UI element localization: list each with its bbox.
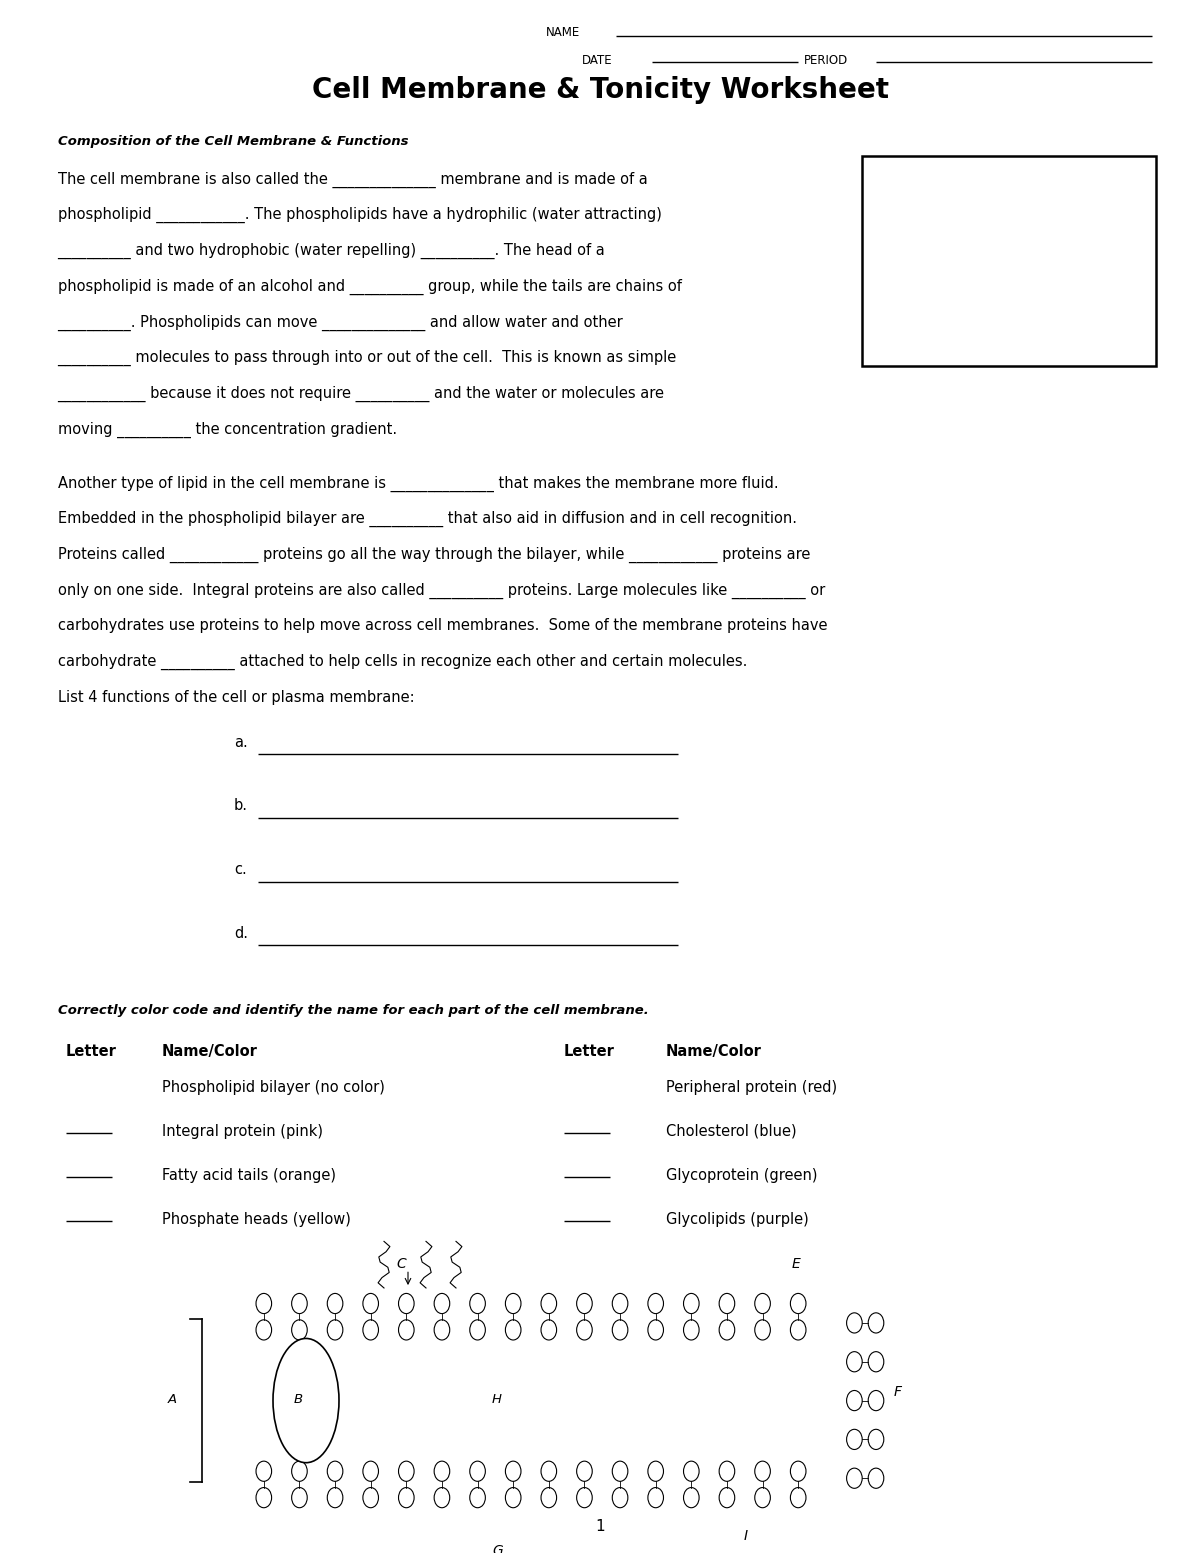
Text: I: I	[744, 1528, 748, 1542]
Text: __________ molecules to pass through into or out of the cell.  This is known as : __________ molecules to pass through int…	[58, 349, 677, 367]
Text: The cell membrane is also called the ______________ membrane and is made of a: The cell membrane is also called the ___…	[58, 171, 647, 188]
Text: Name/Color: Name/Color	[666, 1044, 762, 1059]
Text: __________ and two hydrophobic (water repelling) __________. The head of a: __________ and two hydrophobic (water re…	[58, 242, 605, 259]
Text: Embedded in the phospholipid bilayer are __________ that also aid in diffusion a: Embedded in the phospholipid bilayer are…	[58, 511, 797, 528]
Text: d.: d.	[234, 926, 248, 941]
Text: SKETCH AND LABEL a: SKETCH AND LABEL a	[942, 175, 1075, 185]
Text: H: H	[492, 1393, 502, 1405]
Text: phospholipid coloring: phospholipid coloring	[941, 214, 1076, 224]
Text: ____________ because it does not require __________ and the water or molecules a: ____________ because it does not require…	[58, 385, 665, 402]
Text: Letter: Letter	[66, 1044, 116, 1059]
Text: NAME: NAME	[546, 26, 581, 39]
Text: Proteins called ____________ proteins go all the way through the bilayer, while : Proteins called ____________ proteins go…	[58, 547, 810, 564]
Text: the heads red and the: the heads red and the	[940, 253, 1078, 264]
Text: A: A	[168, 1393, 178, 1405]
Text: Peripheral protein (red): Peripheral protein (red)	[666, 1079, 838, 1095]
Text: C: C	[396, 1256, 406, 1270]
Text: Glycoprotein (green): Glycoprotein (green)	[666, 1168, 817, 1183]
Text: Cholesterol (blue): Cholesterol (blue)	[666, 1124, 797, 1138]
Text: tails blue.: tails blue.	[978, 294, 1039, 303]
Text: Another type of lipid in the cell membrane is ______________ that makes the memb: Another type of lipid in the cell membra…	[58, 475, 779, 492]
Text: Phosphate heads (yellow): Phosphate heads (yellow)	[162, 1211, 350, 1227]
Text: PERIOD: PERIOD	[804, 54, 848, 67]
Text: carbohydrates use proteins to help move across cell membranes.  Some of the memb: carbohydrates use proteins to help move …	[58, 618, 827, 634]
Text: carbohydrate __________ attached to help cells in recognize each other and certa: carbohydrate __________ attached to help…	[58, 654, 746, 671]
Text: E: E	[792, 1256, 800, 1270]
Text: 1: 1	[595, 1519, 605, 1534]
Text: only on one side.  Integral proteins are also called __________ proteins. Large : only on one side. Integral proteins are …	[58, 582, 824, 599]
Text: b.: b.	[234, 798, 248, 814]
Text: Phospholipid bilayer (no color): Phospholipid bilayer (no color)	[162, 1079, 385, 1095]
Text: Fatty acid tails (orange): Fatty acid tails (orange)	[162, 1168, 336, 1183]
Text: phospholipid ____________. The phospholipids have a hydrophilic (water attractin: phospholipid ____________. The phospholi…	[58, 207, 661, 224]
Text: __________. Phospholipids can move ______________ and allow water and other: __________. Phospholipids can move _____…	[58, 314, 623, 331]
Text: Glycolipids (purple): Glycolipids (purple)	[666, 1211, 809, 1227]
Text: moving __________ the concentration gradient.: moving __________ the concentration grad…	[58, 421, 397, 438]
Text: Correctly color code and identify the name for each part of the cell membrane.: Correctly color code and identify the na…	[58, 1005, 648, 1017]
Text: Integral protein (pink): Integral protein (pink)	[162, 1124, 323, 1138]
Text: c.: c.	[234, 862, 247, 877]
Text: List 4 functions of the cell or plasma membrane:: List 4 functions of the cell or plasma m…	[58, 690, 414, 705]
Text: Cell Membrane & Tonicity Worksheet: Cell Membrane & Tonicity Worksheet	[312, 76, 888, 104]
Text: G: G	[492, 1544, 503, 1553]
Text: DATE: DATE	[582, 54, 613, 67]
Text: F: F	[894, 1385, 902, 1399]
Ellipse shape	[274, 1339, 340, 1463]
Text: Letter: Letter	[564, 1044, 614, 1059]
Text: phospholipid is made of an alcohol and __________ group, while the tails are cha: phospholipid is made of an alcohol and _…	[58, 278, 682, 295]
Text: Composition of the Cell Membrane & Functions: Composition of the Cell Membrane & Funct…	[58, 135, 408, 148]
Bar	[862, 157, 1156, 367]
Text: a.: a.	[234, 735, 247, 750]
Text: B: B	[294, 1393, 304, 1405]
Text: Name/Color: Name/Color	[162, 1044, 258, 1059]
